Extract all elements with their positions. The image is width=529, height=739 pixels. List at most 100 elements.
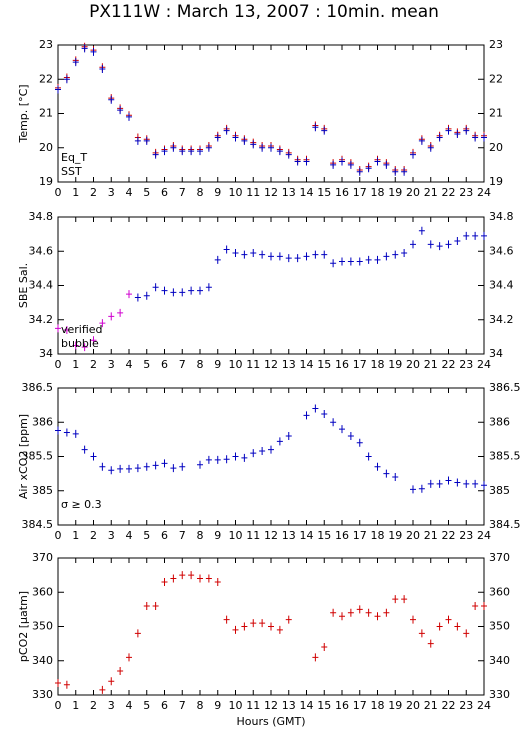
data-point — [472, 133, 479, 142]
data-point — [365, 608, 372, 617]
data-point — [374, 255, 381, 264]
data-point — [117, 308, 124, 317]
plot-frame — [57, 44, 485, 183]
y-tick-label: 385 — [32, 484, 53, 497]
data-point — [214, 255, 221, 264]
data-point — [321, 410, 328, 419]
x-tick-label: 18 — [371, 699, 385, 712]
data-point — [339, 425, 345, 434]
data-point — [152, 283, 159, 292]
data-point — [55, 324, 61, 333]
data-point — [179, 462, 186, 471]
y-tick-label: 386 — [489, 415, 510, 428]
x-tick-label: 6 — [161, 186, 168, 199]
data-point — [170, 288, 177, 297]
data-point — [303, 252, 310, 261]
data-point — [481, 601, 487, 610]
y-tick-label: 34 — [489, 347, 503, 360]
x-tick-label: 17 — [353, 529, 367, 542]
x-axis-label: Hours (GMT) — [236, 715, 305, 728]
data-point — [312, 404, 319, 413]
data-point — [63, 428, 70, 437]
data-point — [418, 484, 425, 493]
data-point — [143, 291, 150, 300]
x-tick-label: 2 — [90, 186, 97, 199]
data-point — [161, 459, 168, 468]
y-tick-label: 360 — [32, 585, 53, 598]
data-point — [81, 343, 88, 352]
data-point — [108, 95, 115, 104]
data-point — [347, 608, 354, 617]
x-tick-label: 19 — [388, 699, 402, 712]
data-point — [401, 248, 408, 257]
y-tick-label: 386.5 — [22, 381, 54, 394]
data-point — [197, 574, 203, 583]
x-tick-label: 9 — [214, 699, 221, 712]
data-point — [401, 595, 408, 604]
x-tick-label: 21 — [424, 186, 438, 199]
x-tick-label: 17 — [353, 699, 367, 712]
data-point — [463, 126, 470, 135]
x-tick-label: 13 — [282, 699, 296, 712]
data-point — [392, 167, 399, 176]
data-point — [188, 571, 195, 580]
y-tick-label: 34.8 — [489, 210, 514, 223]
data-point — [276, 252, 283, 261]
x-tick-label: 22 — [442, 358, 456, 371]
x-tick-label: 8 — [197, 699, 204, 712]
data-point — [250, 449, 257, 458]
data-point — [205, 574, 212, 583]
x-tick-label: 16 — [335, 358, 349, 371]
data-point — [152, 601, 159, 610]
y-tick-label: 34.6 — [29, 244, 54, 257]
x-tick-label: 20 — [406, 699, 420, 712]
x-tick-label: 8 — [197, 186, 204, 199]
data-point — [188, 286, 195, 295]
data-point — [63, 680, 70, 689]
x-tick-label: 12 — [264, 186, 278, 199]
x-tick-label: 2 — [90, 699, 97, 712]
x-tick-label: 9 — [214, 186, 221, 199]
data-point — [472, 601, 479, 610]
y-tick-label: 19 — [489, 175, 503, 188]
x-tick-label: 11 — [246, 699, 260, 712]
y-tick-label: 34.2 — [489, 313, 514, 326]
x-tick-label: 24 — [477, 699, 491, 712]
data-point — [232, 625, 239, 634]
data-point — [55, 426, 61, 435]
x-tick-label: 6 — [161, 529, 168, 542]
data-point — [99, 64, 106, 73]
x-tick-label: 20 — [406, 186, 420, 199]
y-tick-label: 34.6 — [489, 244, 514, 257]
y-tick-label: 23 — [489, 38, 503, 51]
data-point — [188, 147, 195, 156]
data-point — [276, 437, 283, 446]
data-point — [223, 245, 230, 254]
data-point — [170, 464, 177, 473]
data-point — [179, 288, 186, 297]
y-tick-label: 34.4 — [489, 279, 514, 292]
y-tick-label: 330 — [32, 688, 53, 701]
y-tick-label: 34.8 — [29, 210, 54, 223]
data-point — [63, 75, 70, 84]
data-point — [161, 286, 168, 295]
x-tick-label: 13 — [282, 529, 296, 542]
x-tick-label: 1 — [72, 529, 79, 542]
data-point — [285, 431, 292, 440]
data-point — [250, 619, 257, 628]
data-point — [126, 112, 132, 121]
x-tick-label: 20 — [406, 529, 420, 542]
data-point — [454, 130, 461, 139]
data-point — [134, 293, 141, 302]
x-tick-label: 12 — [264, 358, 278, 371]
x-tick-label: 4 — [126, 699, 133, 712]
data-point — [214, 133, 221, 142]
x-tick-label: 7 — [179, 699, 186, 712]
y-tick-label: 21 — [489, 107, 503, 120]
data-point — [205, 283, 212, 292]
data-point — [410, 485, 416, 494]
data-point — [250, 248, 257, 257]
y-tick-label: 360 — [489, 585, 510, 598]
x-tick-label: 20 — [406, 358, 420, 371]
data-point — [321, 126, 328, 135]
